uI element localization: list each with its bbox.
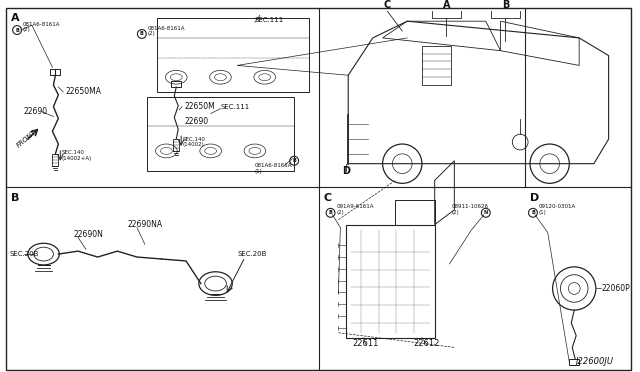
Text: B: B [292, 158, 296, 163]
Text: A: A [11, 13, 20, 23]
Text: C: C [324, 193, 332, 203]
Text: FRONT: FRONT [16, 129, 38, 149]
Text: 081A6-8161A
(1): 081A6-8161A (1) [255, 163, 292, 174]
Text: A: A [443, 0, 450, 10]
Text: 22690N: 22690N [73, 230, 103, 239]
Text: 091A9-6161A
(2): 091A9-6161A (2) [337, 205, 374, 215]
Text: 08911-10626
(2): 08911-10626 (2) [451, 205, 488, 215]
Text: J22600JU: J22600JU [575, 357, 613, 366]
Text: B: B [329, 210, 332, 215]
Text: 22612: 22612 [413, 340, 440, 349]
Text: 22650MA: 22650MA [65, 87, 101, 96]
Bar [51, 69, 60, 75]
Bar [422, 46, 451, 85]
Bar [570, 359, 579, 365]
Text: B: B [140, 32, 144, 36]
Bar [157, 18, 309, 92]
Text: 22060P: 22060P [602, 284, 630, 293]
Text: 22690NA: 22690NA [127, 220, 163, 229]
Bar [172, 81, 181, 87]
Text: SEC.140
(14002): SEC.140 (14002) [182, 137, 205, 147]
Text: SEC.140
(14002+A): SEC.140 (14002+A) [61, 150, 92, 161]
Bar [147, 97, 294, 170]
Text: B: B [11, 193, 20, 203]
Bar [346, 225, 435, 338]
Text: B: B [502, 0, 509, 10]
Text: 22690: 22690 [184, 117, 208, 126]
Text: SEC.20B: SEC.20B [9, 251, 38, 257]
Text: 22650M: 22650M [184, 102, 215, 111]
Text: B: B [15, 28, 19, 32]
Text: SEC.111: SEC.111 [255, 17, 284, 23]
Text: D: D [342, 166, 350, 176]
Text: 22690: 22690 [24, 107, 48, 116]
Text: N: N [484, 210, 488, 215]
Text: SEC.20B: SEC.20B [237, 251, 267, 257]
Text: 081A6-8161A
(2): 081A6-8161A (2) [23, 22, 60, 32]
Text: 09120-0301A
(1): 09120-0301A (1) [539, 205, 576, 215]
Text: SEC.111: SEC.111 [221, 104, 250, 110]
Text: D: D [530, 193, 540, 203]
Text: B: B [531, 210, 535, 215]
Text: 081A6-8161A
(2): 081A6-8161A (2) [148, 26, 185, 36]
Text: 22611: 22611 [353, 340, 379, 349]
Text: C: C [384, 0, 391, 10]
